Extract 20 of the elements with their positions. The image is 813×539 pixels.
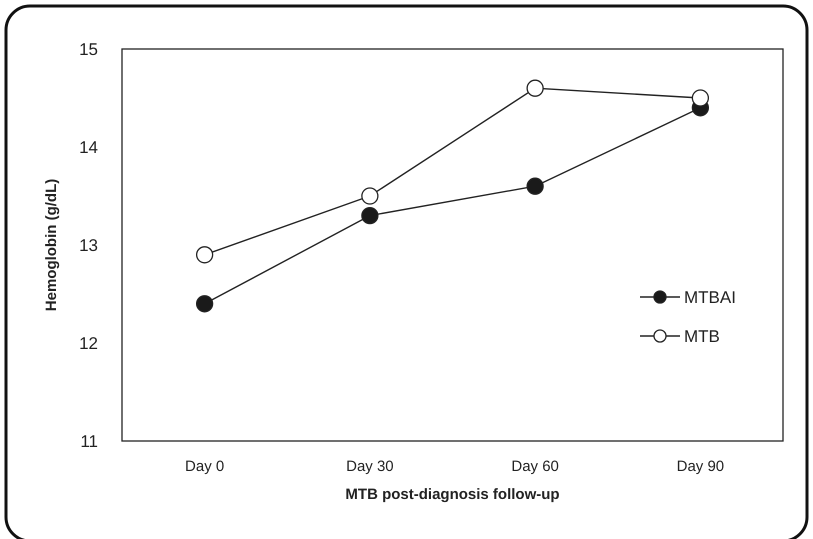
legend-label: MTBAI <box>684 288 736 307</box>
legend-label: MTB <box>684 326 720 346</box>
y-tick-label: 13 <box>79 236 98 255</box>
y-axis-title: Hemoglobin (g/dL) <box>43 178 60 312</box>
point <box>692 89 710 107</box>
x-tick-label: Day 60 <box>511 458 559 475</box>
y-tick-label: 12 <box>79 334 98 353</box>
y-tick-label: 11 <box>80 432 98 451</box>
y-tick-label: 15 <box>79 40 98 59</box>
x-axis-title: MTB post-diagnosis follow-up <box>345 486 560 503</box>
point <box>526 178 544 195</box>
x-tick-label: Day 30 <box>346 458 394 475</box>
point <box>361 206 379 224</box>
point <box>196 246 214 264</box>
x-tick-label: Day 0 <box>185 458 224 475</box>
x-tick-label: Day 90 <box>676 458 724 475</box>
point <box>361 187 379 205</box>
point <box>526 80 544 97</box>
point <box>196 295 214 312</box>
y-tick-label: 14 <box>79 138 98 157</box>
